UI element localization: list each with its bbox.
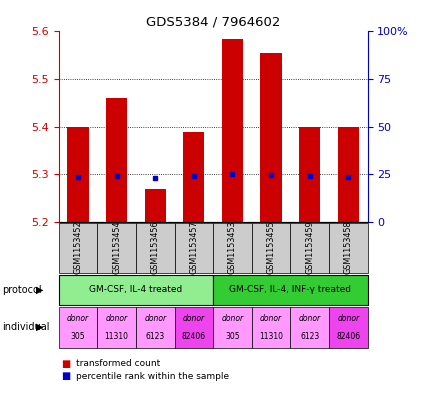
Text: 11310: 11310	[105, 332, 128, 341]
Text: donor: donor	[336, 314, 358, 323]
Bar	[59, 275, 213, 305]
Bar	[213, 223, 251, 273]
Bar	[174, 307, 213, 348]
Bar	[135, 223, 174, 273]
Text: ■: ■	[61, 358, 70, 369]
Bar	[59, 307, 97, 348]
Bar	[298, 127, 319, 222]
Text: GSM1153456: GSM1153456	[151, 220, 159, 274]
Text: donor: donor	[144, 314, 166, 323]
Bar	[251, 307, 290, 348]
Bar	[221, 39, 243, 222]
Text: GSM1153454: GSM1153454	[112, 220, 121, 274]
Bar	[59, 223, 97, 273]
Text: GSM1153455: GSM1153455	[266, 220, 275, 274]
Bar	[135, 307, 174, 348]
Bar	[97, 307, 135, 348]
Text: protocol: protocol	[2, 285, 42, 295]
Text: ▶: ▶	[36, 322, 43, 332]
Text: donor: donor	[298, 314, 320, 323]
Bar	[144, 189, 165, 222]
Text: GM-CSF, IL-4 treated: GM-CSF, IL-4 treated	[89, 285, 182, 294]
Text: 6123: 6123	[299, 332, 319, 341]
Text: donor: donor	[221, 314, 243, 323]
Text: 6123: 6123	[145, 332, 164, 341]
Bar	[213, 275, 367, 305]
Text: 82406: 82406	[181, 332, 205, 341]
Bar	[183, 132, 204, 222]
Bar	[328, 307, 367, 348]
Text: donor: donor	[67, 314, 89, 323]
Text: GSM1153459: GSM1153459	[305, 220, 313, 274]
Bar	[106, 98, 127, 222]
Text: GSM1153452: GSM1153452	[73, 220, 82, 274]
Bar	[290, 307, 328, 348]
Bar	[251, 223, 290, 273]
Bar	[67, 127, 89, 222]
Text: donor: donor	[182, 314, 204, 323]
Bar	[290, 223, 328, 273]
Text: GM-CSF, IL-4, INF-γ treated: GM-CSF, IL-4, INF-γ treated	[229, 285, 351, 294]
Text: 305: 305	[225, 332, 239, 341]
Text: 82406: 82406	[335, 332, 359, 341]
Text: GSM1153457: GSM1153457	[189, 220, 198, 274]
Text: 11310: 11310	[259, 332, 283, 341]
Text: percentile rank within the sample: percentile rank within the sample	[76, 372, 229, 381]
Bar	[97, 223, 135, 273]
Bar	[260, 53, 281, 222]
Text: GSM1153453: GSM1153453	[227, 220, 237, 274]
Bar	[213, 307, 251, 348]
Bar	[174, 223, 213, 273]
Text: ▶: ▶	[36, 285, 43, 295]
Bar	[328, 223, 367, 273]
Title: GDS5384 / 7964602: GDS5384 / 7964602	[146, 16, 279, 29]
Text: individual: individual	[2, 322, 49, 332]
Text: transformed count: transformed count	[76, 359, 160, 368]
Text: donor: donor	[260, 314, 282, 323]
Text: GSM1153458: GSM1153458	[343, 220, 352, 274]
Text: 305: 305	[71, 332, 85, 341]
Text: donor: donor	[105, 314, 128, 323]
Text: ■: ■	[61, 371, 70, 382]
Bar	[337, 127, 358, 222]
